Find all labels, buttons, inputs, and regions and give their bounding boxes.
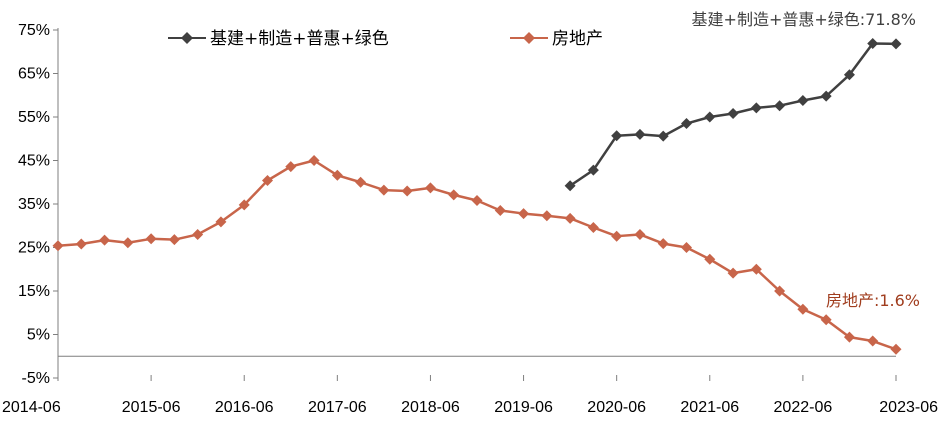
y-tick-label: -5% bbox=[22, 370, 50, 387]
data-point bbox=[727, 108, 739, 120]
data-point bbox=[867, 335, 879, 347]
legend-label-infra: 基建+制造+普惠+绿色 bbox=[210, 29, 389, 49]
data-point bbox=[308, 155, 320, 166]
annotations: 基建+制造+普惠+绿色:71.8% 房地产:1.6% bbox=[692, 10, 920, 310]
data-point bbox=[820, 314, 832, 326]
data-point bbox=[681, 118, 692, 130]
data-point bbox=[378, 184, 390, 196]
data-point bbox=[797, 94, 809, 106]
data-point bbox=[890, 343, 902, 355]
data-point bbox=[634, 128, 646, 140]
data-point bbox=[355, 176, 367, 188]
y-tick-label: 5% bbox=[27, 327, 50, 344]
data-point bbox=[192, 228, 204, 240]
data-point bbox=[168, 234, 180, 246]
data-point bbox=[704, 111, 716, 123]
data-point bbox=[401, 185, 413, 197]
data-point bbox=[331, 169, 343, 181]
series-layer bbox=[52, 37, 902, 355]
data-point bbox=[122, 237, 134, 249]
data-point bbox=[494, 205, 506, 217]
axes: 75% 65% 55% 45% 35% 25% 15% 5% -5% 2014-06 2015-06… bbox=[2, 22, 938, 416]
data-point bbox=[797, 303, 809, 315]
data-point bbox=[774, 100, 786, 112]
y-tick-label: 15% bbox=[18, 283, 50, 300]
x-tick-label: 2016-06 bbox=[215, 399, 274, 416]
data-point bbox=[285, 161, 297, 173]
x-tick-label: 2022-06 bbox=[774, 399, 833, 416]
y-tick-label: 45% bbox=[18, 153, 50, 170]
data-point bbox=[657, 130, 669, 142]
data-point bbox=[99, 234, 111, 246]
legend-label-property: 房地产 bbox=[552, 29, 603, 49]
data-point bbox=[657, 238, 669, 250]
y-tick-label: 35% bbox=[18, 196, 50, 213]
data-point bbox=[471, 195, 483, 207]
legend: 基建+制造+普惠+绿色 房地产 bbox=[168, 29, 603, 49]
data-point bbox=[634, 228, 646, 240]
data-point bbox=[843, 331, 855, 343]
data-point bbox=[587, 221, 599, 233]
data-point bbox=[704, 253, 716, 265]
data-point bbox=[750, 263, 762, 275]
x-tick-label: 2018-06 bbox=[401, 399, 460, 416]
x-tick-label: 2014-06 bbox=[2, 399, 61, 416]
legend-swatch-marker-property bbox=[523, 32, 535, 44]
y-tick-label: 55% bbox=[18, 109, 50, 126]
data-point bbox=[448, 189, 460, 201]
annotation-infra-last: 基建+制造+普惠+绿色:71.8% bbox=[692, 10, 916, 29]
data-point bbox=[238, 199, 250, 211]
data-point bbox=[867, 37, 879, 49]
series-infra bbox=[564, 37, 902, 192]
x-tick-label: 2023-06 bbox=[879, 399, 938, 416]
series-line bbox=[57, 159, 897, 351]
data-point bbox=[541, 210, 553, 222]
x-tick-label: 2021-06 bbox=[680, 399, 739, 416]
legend-swatch-marker-infra bbox=[181, 32, 193, 44]
x-tick-label: 2015-06 bbox=[122, 399, 181, 416]
data-point bbox=[564, 212, 576, 224]
x-tick-label: 2019-06 bbox=[494, 399, 553, 416]
data-point bbox=[75, 238, 87, 250]
data-point bbox=[145, 233, 157, 245]
x-tick-label: 2017-06 bbox=[308, 399, 367, 416]
data-point bbox=[518, 208, 530, 220]
data-point bbox=[424, 182, 436, 194]
y-tick-label: 75% bbox=[18, 22, 50, 39]
data-point bbox=[587, 164, 599, 176]
y-tick-label: 25% bbox=[18, 240, 50, 257]
data-point bbox=[820, 90, 832, 102]
data-point bbox=[52, 240, 64, 252]
series-property bbox=[52, 155, 902, 355]
data-point bbox=[611, 130, 623, 142]
data-point bbox=[774, 285, 786, 297]
data-point bbox=[681, 242, 692, 253]
data-point bbox=[215, 216, 227, 228]
y-tick-label: 65% bbox=[18, 66, 50, 83]
data-point bbox=[262, 175, 273, 187]
annotation-property-last: 房地产:1.6% bbox=[826, 291, 920, 310]
data-point bbox=[750, 102, 762, 114]
x-tick-label: 2020-06 bbox=[587, 399, 646, 416]
data-point bbox=[890, 38, 902, 50]
data-point bbox=[843, 69, 855, 81]
data-point bbox=[727, 267, 739, 279]
data-point bbox=[611, 230, 623, 242]
data-point bbox=[564, 180, 576, 192]
